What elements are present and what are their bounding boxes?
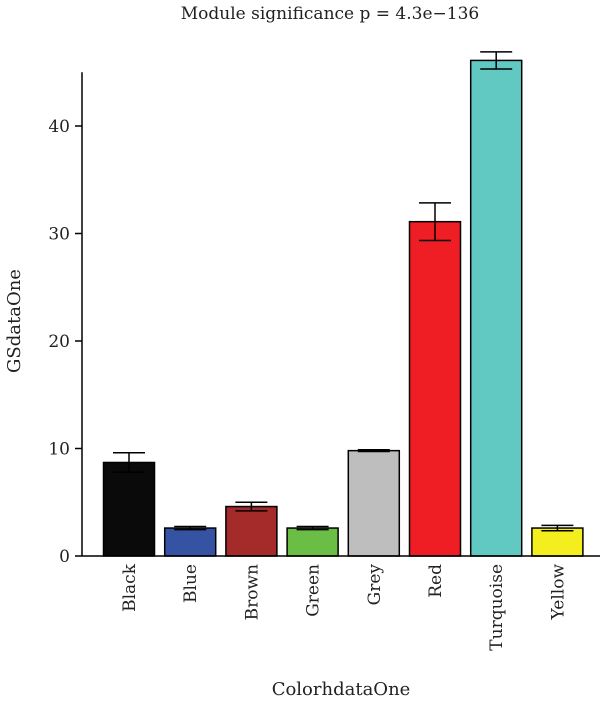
error-bar-yellow (541, 524, 574, 532)
error-bar-turquoise (480, 51, 513, 70)
x-tick-label-red: Red (426, 564, 446, 598)
x-tick-label-blue: Blue (181, 564, 201, 603)
error-bar-blue (174, 525, 207, 531)
bar-blue (163, 527, 217, 557)
x-tick-label-yellow: Yellow (548, 564, 568, 621)
bar-yellow (531, 527, 584, 557)
x-tick-label-black: Black (120, 563, 140, 612)
y-axis: 0 10 20 30 40 (48, 72, 83, 567)
error-bar-grey (357, 449, 390, 453)
error-bar-red (419, 202, 451, 242)
bar-black (102, 461, 156, 557)
bar-red (408, 220, 462, 557)
x-axis-label: ColorhdataOne (272, 679, 411, 700)
error-bar-brown (235, 501, 268, 512)
bar-brown (225, 505, 278, 557)
y-tick-label-10: 10 (48, 440, 70, 460)
x-tick-label-grey: Grey (365, 564, 385, 606)
y-tick-label-30: 30 (48, 225, 70, 245)
bar-turquoise (469, 59, 523, 557)
bar-green (286, 527, 339, 557)
y-tick-label-20: 20 (48, 332, 70, 352)
y-axis-label: GSdataOne (4, 269, 25, 373)
error-bars (113, 51, 574, 532)
y-tick-label-0: 0 (59, 547, 70, 567)
x-axis: Black Blue Brown Green Grey Red Turquoise Yello… (82, 555, 600, 651)
error-bar-green (296, 525, 329, 531)
error-bar-black (113, 452, 145, 473)
bars (102, 59, 584, 557)
chart-title: Module significance p = 4.3e−136 (181, 4, 479, 24)
x-tick-label-turquoise: Turquoise (487, 564, 507, 651)
bar-grey (347, 449, 401, 557)
y-tick-label-40: 40 (48, 117, 70, 137)
x-tick-label-brown: Brown (242, 564, 262, 620)
x-tick-label-green: Green (304, 564, 324, 617)
